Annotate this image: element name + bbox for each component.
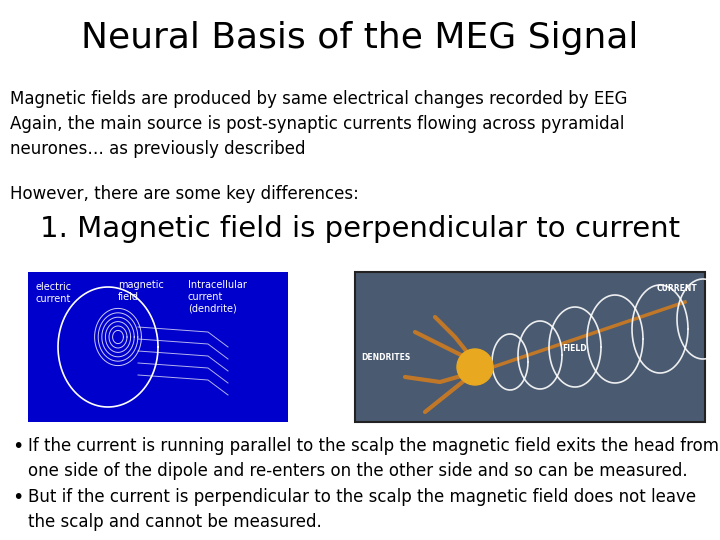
Text: Magnetic fields are produced by same electrical changes recorded by EEG
Again, t: Magnetic fields are produced by same ele… [10,90,628,158]
Text: •: • [12,488,23,507]
Text: electric
current: electric current [36,282,72,303]
Text: If the current is running parallel to the scalp the magnetic field exits the hea: If the current is running parallel to th… [28,437,719,480]
Text: 1. Magnetic field is perpendicular to current: 1. Magnetic field is perpendicular to cu… [40,215,680,243]
Text: DENDRITES: DENDRITES [361,353,410,361]
Text: But if the current is perpendicular to the scalp the magnetic field does not lea: But if the current is perpendicular to t… [28,488,696,531]
Text: FIELD: FIELD [563,344,588,353]
Bar [355,272,705,422]
Text: However, there are some key differences:: However, there are some key differences: [10,185,359,203]
Circle shape [457,349,493,385]
Text: •: • [12,437,23,456]
Bar [28,272,288,422]
Text: Neural Basis of the MEG Signal: Neural Basis of the MEG Signal [81,21,639,55]
Text: CURRENT: CURRENT [656,284,697,293]
Text: Intracellular
current
(dendrite): Intracellular current (dendrite) [188,280,247,313]
Text: magnetic
field: magnetic field [118,280,164,302]
